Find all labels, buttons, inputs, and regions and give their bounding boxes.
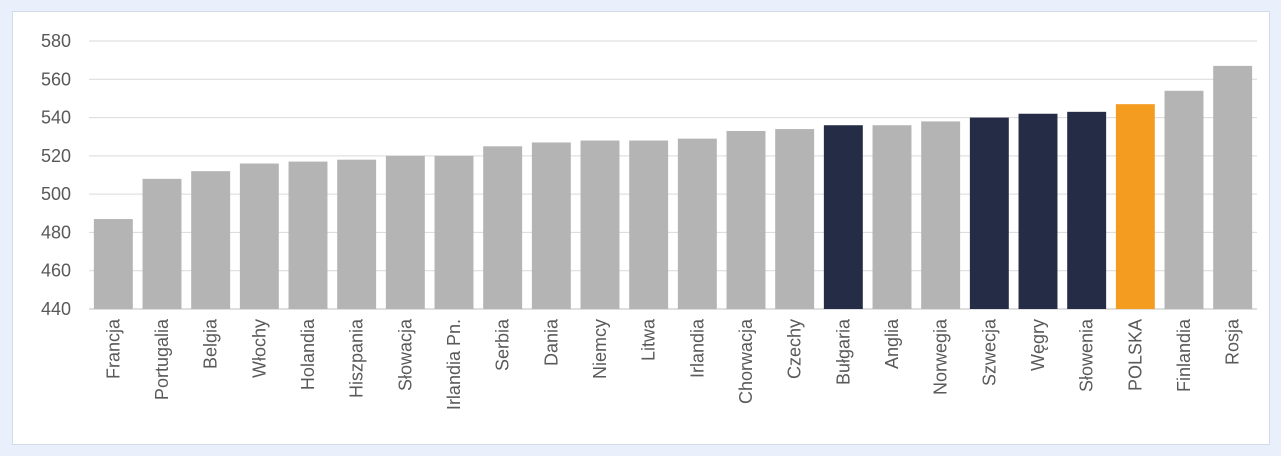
bars <box>93 65 1253 310</box>
y-tick-label: 520 <box>41 146 71 166</box>
x-tick-label: POLSKA <box>1125 319 1145 391</box>
bar <box>677 138 717 309</box>
bar <box>872 125 912 309</box>
x-tick-label: Irlandia Pn. <box>444 319 464 410</box>
bar <box>385 155 425 309</box>
bar <box>775 129 815 309</box>
x-tick-label: Szwecja <box>979 318 999 386</box>
y-tick-label: 500 <box>41 184 71 204</box>
bar <box>531 142 571 309</box>
y-tick-label: 440 <box>41 299 71 319</box>
bar <box>1115 104 1155 310</box>
y-tick-label: 540 <box>41 108 71 128</box>
bar <box>191 171 231 309</box>
x-tick-label: Francja <box>103 318 123 379</box>
x-tick-label: Finlandia <box>1174 318 1194 392</box>
x-tick-label: Portugalia <box>152 318 172 400</box>
x-tick-label: Bułgaria <box>833 318 853 385</box>
x-tick-label: Chorwacja <box>736 318 756 404</box>
y-tick-label: 460 <box>41 261 71 281</box>
x-tick-label: Serbia <box>493 318 513 371</box>
y-tick-label: 480 <box>41 222 71 242</box>
x-tick-label: Norwegia <box>931 318 951 395</box>
x-tick-label: Litwa <box>639 318 659 361</box>
gridlines <box>89 40 1257 310</box>
y-axis-ticks: 440 460 480 500 520 540 560 580 <box>41 31 71 319</box>
x-tick-label: Czechy <box>785 319 805 379</box>
x-tick-label: Włochy <box>249 319 269 378</box>
bar <box>1164 90 1204 310</box>
x-tick-label: Rosja <box>1223 318 1243 365</box>
bar <box>1018 113 1058 309</box>
y-tick-label: 560 <box>41 69 71 89</box>
y-tick-label: 580 <box>41 31 71 51</box>
bar <box>629 140 669 309</box>
bar <box>969 117 1009 309</box>
bar <box>434 155 474 309</box>
x-tick-label: Słowenia <box>1077 318 1097 392</box>
x-tick-label: Niemcy <box>590 319 610 379</box>
x-tick-label: Belgia <box>201 318 221 369</box>
bar <box>921 121 961 310</box>
bar <box>1067 111 1107 309</box>
x-tick-label: Słowacja <box>395 318 415 391</box>
bar <box>580 140 620 309</box>
bar <box>93 219 133 309</box>
x-tick-label: Anglia <box>882 318 902 369</box>
x-tick-label: Węgry <box>1028 319 1048 371</box>
bar <box>1213 65 1253 309</box>
bar <box>823 125 863 309</box>
bar <box>726 130 766 309</box>
bar <box>483 146 523 309</box>
x-tick-label: Irlandia <box>687 318 707 378</box>
bar <box>142 178 182 309</box>
x-tick-label: Holandia <box>298 318 318 390</box>
x-tick-label: Dania <box>541 318 561 366</box>
bar <box>337 159 377 309</box>
bar <box>239 163 279 309</box>
x-tick-label: Hiszpania <box>347 318 367 398</box>
bar <box>288 161 328 309</box>
x-axis-labels: Francja Portugalia Belgia Włochy Holandia His… <box>103 318 1242 410</box>
